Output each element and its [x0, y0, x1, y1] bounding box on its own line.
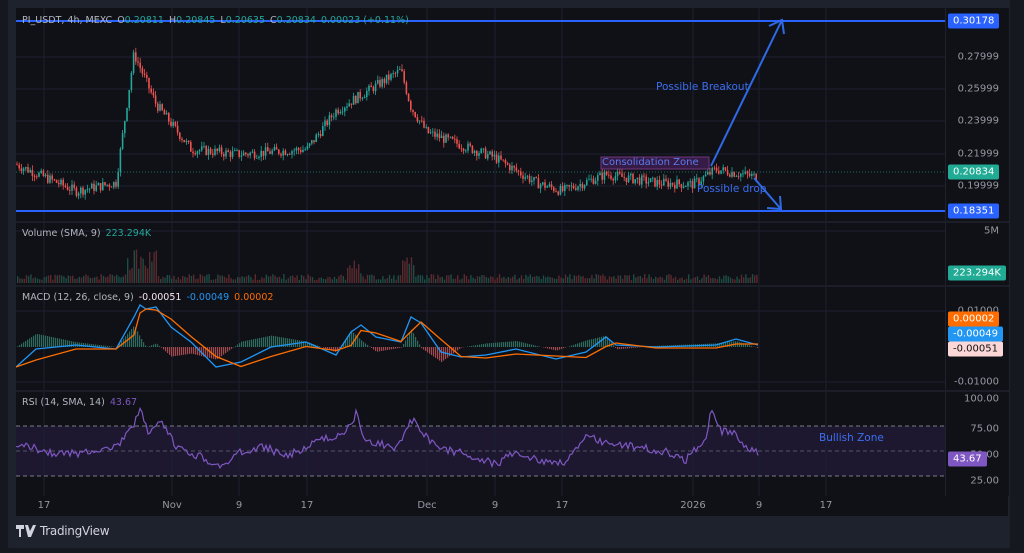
- time-label: 17: [37, 500, 51, 511]
- macd-legend: MACD (12, 26, close, 9) -0.00051 -0.00049 0…: [22, 292, 278, 303]
- volume-legend: Volume (SMA, 9) 223.294K: [22, 228, 156, 239]
- pane-divider[interactable]: [16, 285, 1008, 287]
- macd-axis[interactable]: 0.01000 -0.01000 0.00002 -0.00049 -0.000…: [945, 287, 1009, 390]
- rsi-tag: 43.67: [948, 451, 987, 467]
- close-value: 0.20834: [276, 15, 316, 26]
- upper-level-tag: 0.30178: [948, 13, 1000, 29]
- price-tick: 0.19999: [957, 180, 999, 192]
- time-label: 9: [491, 500, 499, 511]
- volume-legend-title[interactable]: Volume (SMA, 9): [22, 228, 101, 239]
- volume-tag: 223.294K: [948, 265, 1006, 281]
- price-tick: 0.23999: [957, 115, 999, 127]
- macd-tick: 0.01000: [958, 306, 999, 317]
- chart-container[interactable]: PI_USDT, 4h, MEXC O0.20811 H0.20845 L0.2063…: [16, 8, 1009, 516]
- close-label: C: [270, 15, 277, 26]
- time-label: 17: [300, 500, 314, 511]
- macd-value: -0.00049: [186, 292, 230, 303]
- macd-legend-title[interactable]: MACD (12, 26, close, 9): [22, 292, 134, 303]
- time-label: 17: [555, 500, 569, 511]
- price-pane[interactable]: PI_USDT, 4h, MEXC O0.20811 H0.20845 L0.2063…: [16, 8, 945, 221]
- price-tick: 0.21999: [957, 148, 999, 160]
- pane-divider[interactable]: [16, 390, 1008, 392]
- change-value: 0.00023 (+0.11%): [320, 15, 409, 26]
- last-price-tag: 0.20834: [948, 164, 1000, 180]
- price-tick: 0.25999: [957, 83, 999, 95]
- time-label: 9: [235, 500, 243, 511]
- high-value: 0.20845: [176, 15, 216, 26]
- rsi-axis[interactable]: 100.00 75.00 50.00 25.00 43.67: [945, 392, 1009, 496]
- rsi-legend-value: 43.67: [109, 397, 138, 408]
- signal-tag: 0.00002: [948, 311, 1000, 327]
- consolidation-zone-label[interactable]: Consolidation Zone: [602, 157, 699, 168]
- low-value: 0.20635: [225, 15, 266, 26]
- rsi-tick: 25.00: [970, 475, 999, 487]
- price-axis[interactable]: 0.27999 0.25999 0.23999 0.21999 0.19999 …: [945, 8, 1009, 221]
- tradingview-logo-icon: [16, 525, 36, 537]
- macd-tick: -0.01000: [954, 376, 999, 388]
- tradingview-brand[interactable]: TradingView: [40, 524, 110, 538]
- possible-drop-label[interactable]: Possible drop: [697, 183, 767, 195]
- time-label: Nov: [162, 500, 182, 511]
- symbol-legend: PI_USDT, 4h, MEXC O0.20811 H0.20845 L0.2063…: [22, 15, 414, 26]
- rsi-tick: 100.00: [964, 393, 999, 405]
- low-label: L: [220, 15, 226, 26]
- footer: TradingView: [16, 524, 110, 538]
- signal-value: 0.00002: [234, 292, 274, 303]
- hist-tag: -0.00051: [948, 341, 1003, 357]
- high-label: H: [168, 15, 177, 26]
- rsi-tick: 75.00: [970, 423, 999, 435]
- rsi-legend: RSI (14, SMA, 14) 43.67: [22, 397, 142, 408]
- time-label: 2026: [680, 500, 706, 511]
- price-tick: 0.27999: [957, 51, 999, 63]
- macd-hist-value: -0.00051: [138, 292, 182, 303]
- possible-breakout-label[interactable]: Possible Breakout: [656, 81, 749, 93]
- lower-level-tag: 0.18351: [948, 203, 1000, 219]
- rsi-svg: [16, 392, 945, 496]
- time-axis[interactable]: 17 Nov 9 17 Dec 9 17 2026 9 17: [16, 496, 945, 516]
- volume-pane[interactable]: Volume (SMA, 9) 223.294K: [16, 223, 945, 285]
- time-label: 17: [819, 500, 833, 511]
- time-label: 9: [755, 500, 763, 511]
- pane-divider[interactable]: [16, 221, 1008, 223]
- bullish-zone-label[interactable]: Bullish Zone: [819, 432, 884, 444]
- macd-tag: -0.00049: [948, 326, 1003, 342]
- macd-pane[interactable]: MACD (12, 26, close, 9) -0.00051 -0.00049 0…: [16, 287, 945, 390]
- rsi-legend-title[interactable]: RSI (14, SMA, 14): [22, 397, 105, 408]
- time-label: Dec: [417, 500, 437, 511]
- macd-svg: [16, 287, 945, 390]
- price-chart-svg: [16, 8, 945, 221]
- open-label: O: [117, 15, 125, 26]
- volume-axis[interactable]: 5M 223.294K: [945, 223, 1009, 285]
- open-value: 0.20811: [124, 15, 164, 26]
- rsi-pane[interactable]: RSI (14, SMA, 14) 43.67 Bullish Zone: [16, 392, 945, 496]
- symbol-name[interactable]: PI_USDT, 4h, MEXC: [22, 15, 113, 26]
- volume-tick: 5M: [984, 225, 999, 237]
- volume-legend-value: 223.294K: [105, 228, 152, 239]
- volume-svg: [16, 223, 945, 285]
